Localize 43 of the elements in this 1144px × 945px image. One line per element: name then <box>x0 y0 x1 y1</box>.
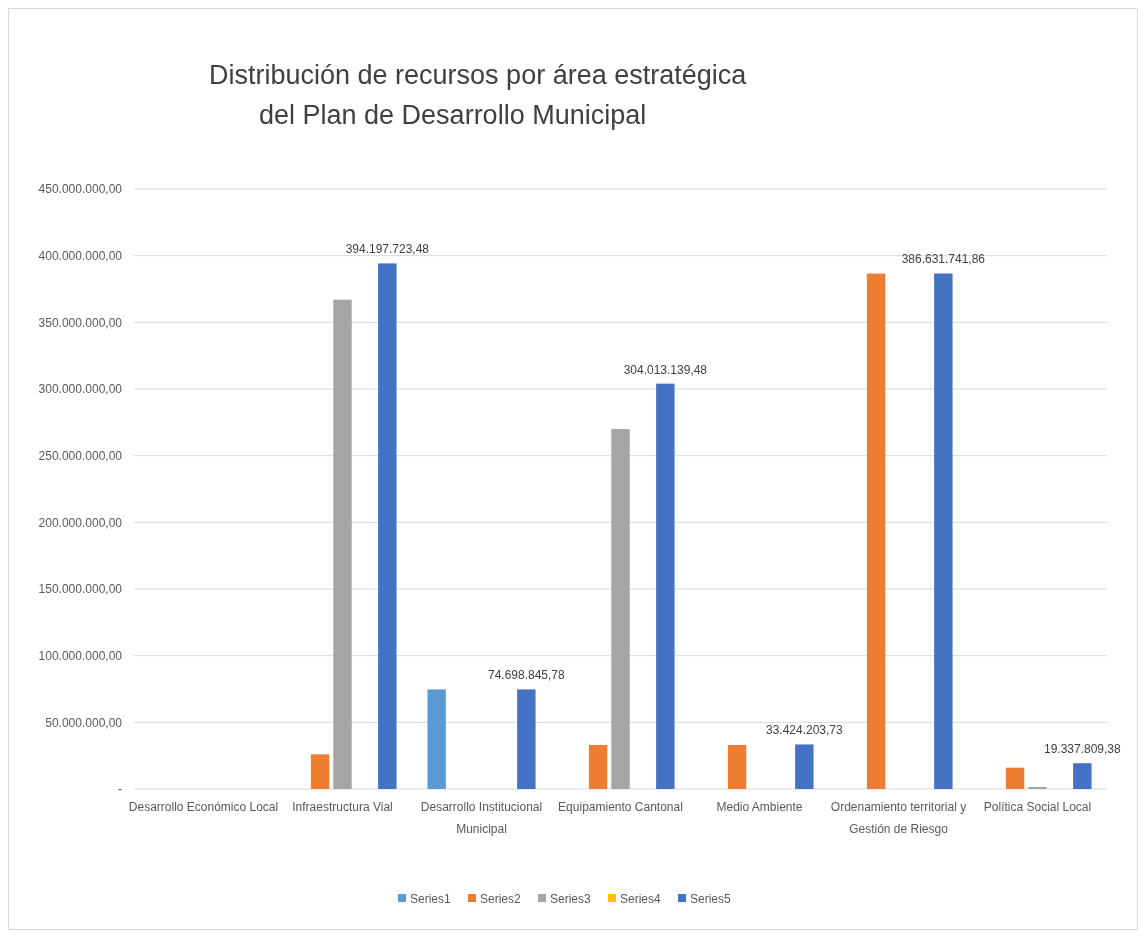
bar <box>333 299 352 789</box>
y-tick-label: 300.000.000,00 <box>38 382 123 397</box>
x-tick-label: Desarrollo Económico Local <box>128 800 279 814</box>
bar <box>1073 763 1092 789</box>
data-label: 386.631.741,86 <box>901 252 986 267</box>
bar <box>588 745 608 789</box>
chart-title: Distribución de recursos por área estratégica del Plan de Desarrollo Municipal <box>209 60 748 130</box>
y-tick-label: 100.000.000,00 <box>38 648 123 663</box>
data-label: 304.013.139,48 <box>623 362 708 377</box>
y-tick-label: 350.000.000,00 <box>38 315 123 330</box>
y-tick-label: 400.000.000,00 <box>38 248 123 263</box>
legend-label: Series4 <box>620 892 662 907</box>
legend-label: Series3 <box>550 892 592 907</box>
bar <box>517 689 536 789</box>
x-tick-label: Ordenamiento territorial y Gestión de Riesgo <box>830 800 967 836</box>
bar <box>727 745 747 789</box>
bar <box>866 273 886 789</box>
legend-label: Series2 <box>480 892 522 907</box>
bar <box>378 263 397 789</box>
bar <box>656 383 675 789</box>
bar <box>611 429 630 789</box>
x-tick-label: Desarrollo Institucional Municipal <box>420 800 543 836</box>
data-label: 74.698.845,78 <box>487 668 566 683</box>
y-tick-label: 50.000.000,00 <box>45 715 123 730</box>
data-label: 394.197.723,48 <box>345 242 430 257</box>
bar <box>310 754 330 789</box>
y-tick-label: - <box>118 782 122 797</box>
bar <box>934 273 953 789</box>
legend-label: Series1 <box>410 892 452 907</box>
y-tick-label: 150.000.000,00 <box>38 582 123 597</box>
bar <box>427 689 446 789</box>
y-tick-label: 250.000.000,00 <box>38 448 123 463</box>
y-tick-label: 200.000.000,00 <box>38 515 123 530</box>
x-tick-label: Política Social Local <box>983 800 1092 814</box>
bar <box>795 744 814 789</box>
x-tick-label: Infraestructura Vial <box>292 800 393 814</box>
bar <box>1005 767 1025 789</box>
y-tick-label: 450.000.000,00 <box>38 182 123 197</box>
data-label: 19.337.809,38 <box>1043 742 1122 757</box>
x-tick-label: Equipamiento Cantonal <box>558 800 683 814</box>
legend-label: Series5 <box>690 892 732 907</box>
x-tick-label: Medio Ambiente <box>716 800 803 814</box>
data-label: 33.424.203,73 <box>765 723 844 738</box>
